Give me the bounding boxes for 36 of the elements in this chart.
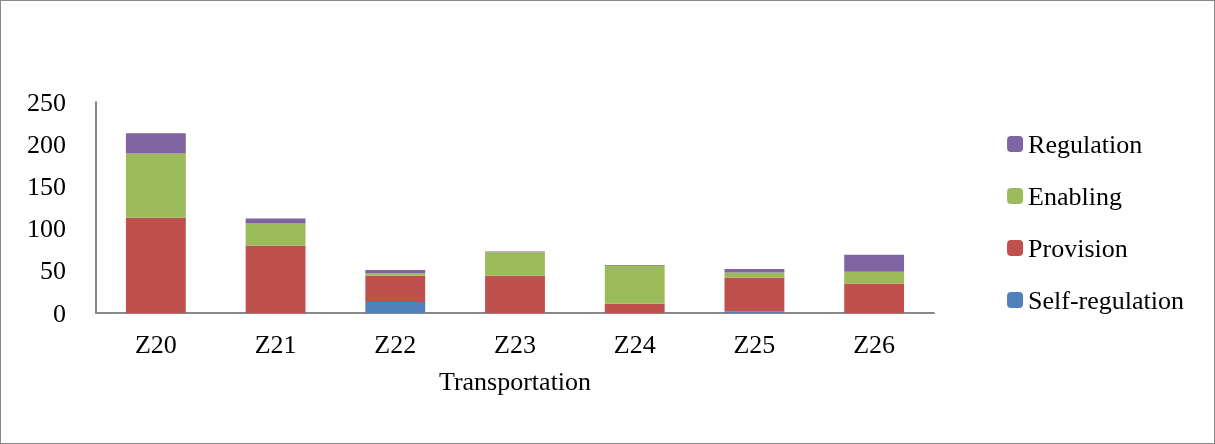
x-axis-title: Transportation	[438, 366, 592, 396]
y-tick-label: 150	[27, 171, 66, 201]
bar	[844, 254, 905, 272]
x-tick-label: Z22	[374, 329, 417, 359]
bar	[844, 283, 905, 313]
x-tick-label: Z20	[134, 329, 177, 359]
y-tick-label: 200	[27, 129, 66, 159]
x-tick-label: Z24	[613, 329, 656, 359]
x-tick-label: Z23	[494, 329, 536, 359]
y-tick-label: 0	[53, 298, 66, 328]
bar	[724, 272, 785, 278]
bar	[245, 223, 306, 246]
bar	[365, 273, 426, 276]
x-tick-label: Z26	[853, 329, 896, 359]
bar	[365, 302, 426, 313]
y-tick-label: 100	[27, 214, 66, 244]
bar	[245, 218, 306, 224]
y-tick-label: 50	[40, 256, 66, 286]
x-tick-label: Z21	[254, 329, 297, 359]
bar	[365, 275, 426, 303]
legend-label: Enabling	[1028, 181, 1122, 211]
bar	[724, 277, 785, 312]
legend-label: Provision	[1028, 233, 1128, 263]
bar	[604, 265, 665, 304]
y-tick-label: 250	[27, 87, 66, 117]
legend-label: Self-regulation	[1028, 285, 1184, 315]
bar	[485, 275, 545, 313]
bar	[844, 271, 905, 284]
bar	[245, 245, 306, 313]
legend-label: Regulation	[1028, 129, 1143, 159]
bar	[604, 303, 665, 313]
bar	[125, 153, 186, 218]
bar	[485, 252, 545, 276]
bar	[125, 133, 186, 154]
bar	[125, 217, 186, 313]
x-tick-label: Z25	[733, 329, 776, 359]
